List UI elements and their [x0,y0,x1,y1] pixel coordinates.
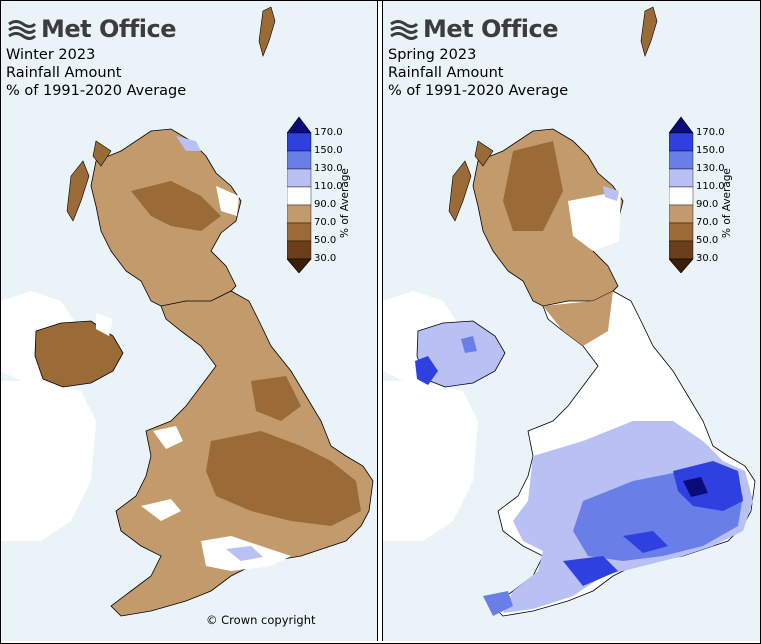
brand-name: Met Office [41,15,177,43]
legend-band-90-110 [669,186,694,206]
winter-map-panel: Met Office Winter 2023 Rainfall Amount %… [1,1,378,641]
legend-axis-label: % of Average [339,168,351,238]
legend-tick: 90.0 [696,199,719,210]
legend-band-30-50 [669,240,694,260]
winter-map-titles: Winter 2023 Rainfall Amount % of 1991-20… [6,46,186,100]
spring-map-panel: Met Office Spring 2023 Rainfall Amount %… [382,1,760,641]
crown-copyright: © Crown copyright [206,613,316,627]
legend-band-above-170 [287,116,312,134]
met-office-logo: Met Office [389,15,559,43]
spring-legend: 170.0 150.0 130.0 110.0 90.0 70.0 50.0 3… [669,113,759,273]
legend-tick: 70.0 [314,217,337,228]
legend-band-150-170 [287,132,312,152]
legend-tick: 170.0 [314,127,343,138]
legend-colorbar [287,116,312,273]
legend-tick: 130.0 [314,163,343,174]
legend-band-130-150 [287,150,312,170]
winter-uk-map [1,6,374,617]
map-season-title: Winter 2023 [6,47,96,63]
legend-tick: 110.0 [314,181,343,192]
legend-tick: 30.0 [314,253,337,264]
winter-legend: 170.0 150.0 130.0 110.0 90.0 70.0 50.0 3… [287,113,377,273]
met-office-wave-icon [8,20,37,40]
legend-colorbar [669,116,694,273]
legend-tick: 150.0 [696,145,725,156]
legend-band-70-90 [669,204,694,224]
legend-band-30-50 [287,240,312,260]
legend-tick: 50.0 [696,235,719,246]
legend-band-110-130 [669,168,694,188]
met-office-logo: Met Office [7,15,177,43]
legend-tick: 110.0 [696,181,725,192]
legend-axis-label: % of Average [721,168,733,238]
brand-name: Met Office [423,15,559,43]
legend-band-150-170 [669,132,694,152]
legend-tick: 30.0 [696,253,719,264]
met-office-wave-icon [390,20,419,40]
map-baseline-title: % of 1991-2020 Average [388,83,569,99]
spring-uk-map [383,6,756,617]
legend-tick: 130.0 [696,163,725,174]
spring-map-titles: Spring 2023 Rainfall Amount % of 1991-20… [388,46,568,100]
legend-band-130-150 [669,150,694,170]
legend-tick: 70.0 [696,217,719,228]
legend-band-110-130 [287,168,312,188]
map-variable-title: Rainfall Amount [6,65,122,81]
legend-band-below-30 [287,258,312,273]
legend-band-below-30 [669,258,694,273]
map-season-title: Spring 2023 [388,47,477,63]
legend-tick: 90.0 [314,199,337,210]
legend-band-70-90 [287,204,312,224]
map-baseline-title: % of 1991-2020 Average [6,83,187,99]
legend-band-above-170 [669,116,694,134]
legend-band-90-110 [287,186,312,206]
legend-tick: 150.0 [314,145,343,156]
legend-tick: 170.0 [696,127,725,138]
legend-band-50-70 [669,222,694,242]
legend-band-50-70 [287,222,312,242]
legend-tick: 50.0 [314,235,337,246]
map-variable-title: Rainfall Amount [388,65,504,81]
